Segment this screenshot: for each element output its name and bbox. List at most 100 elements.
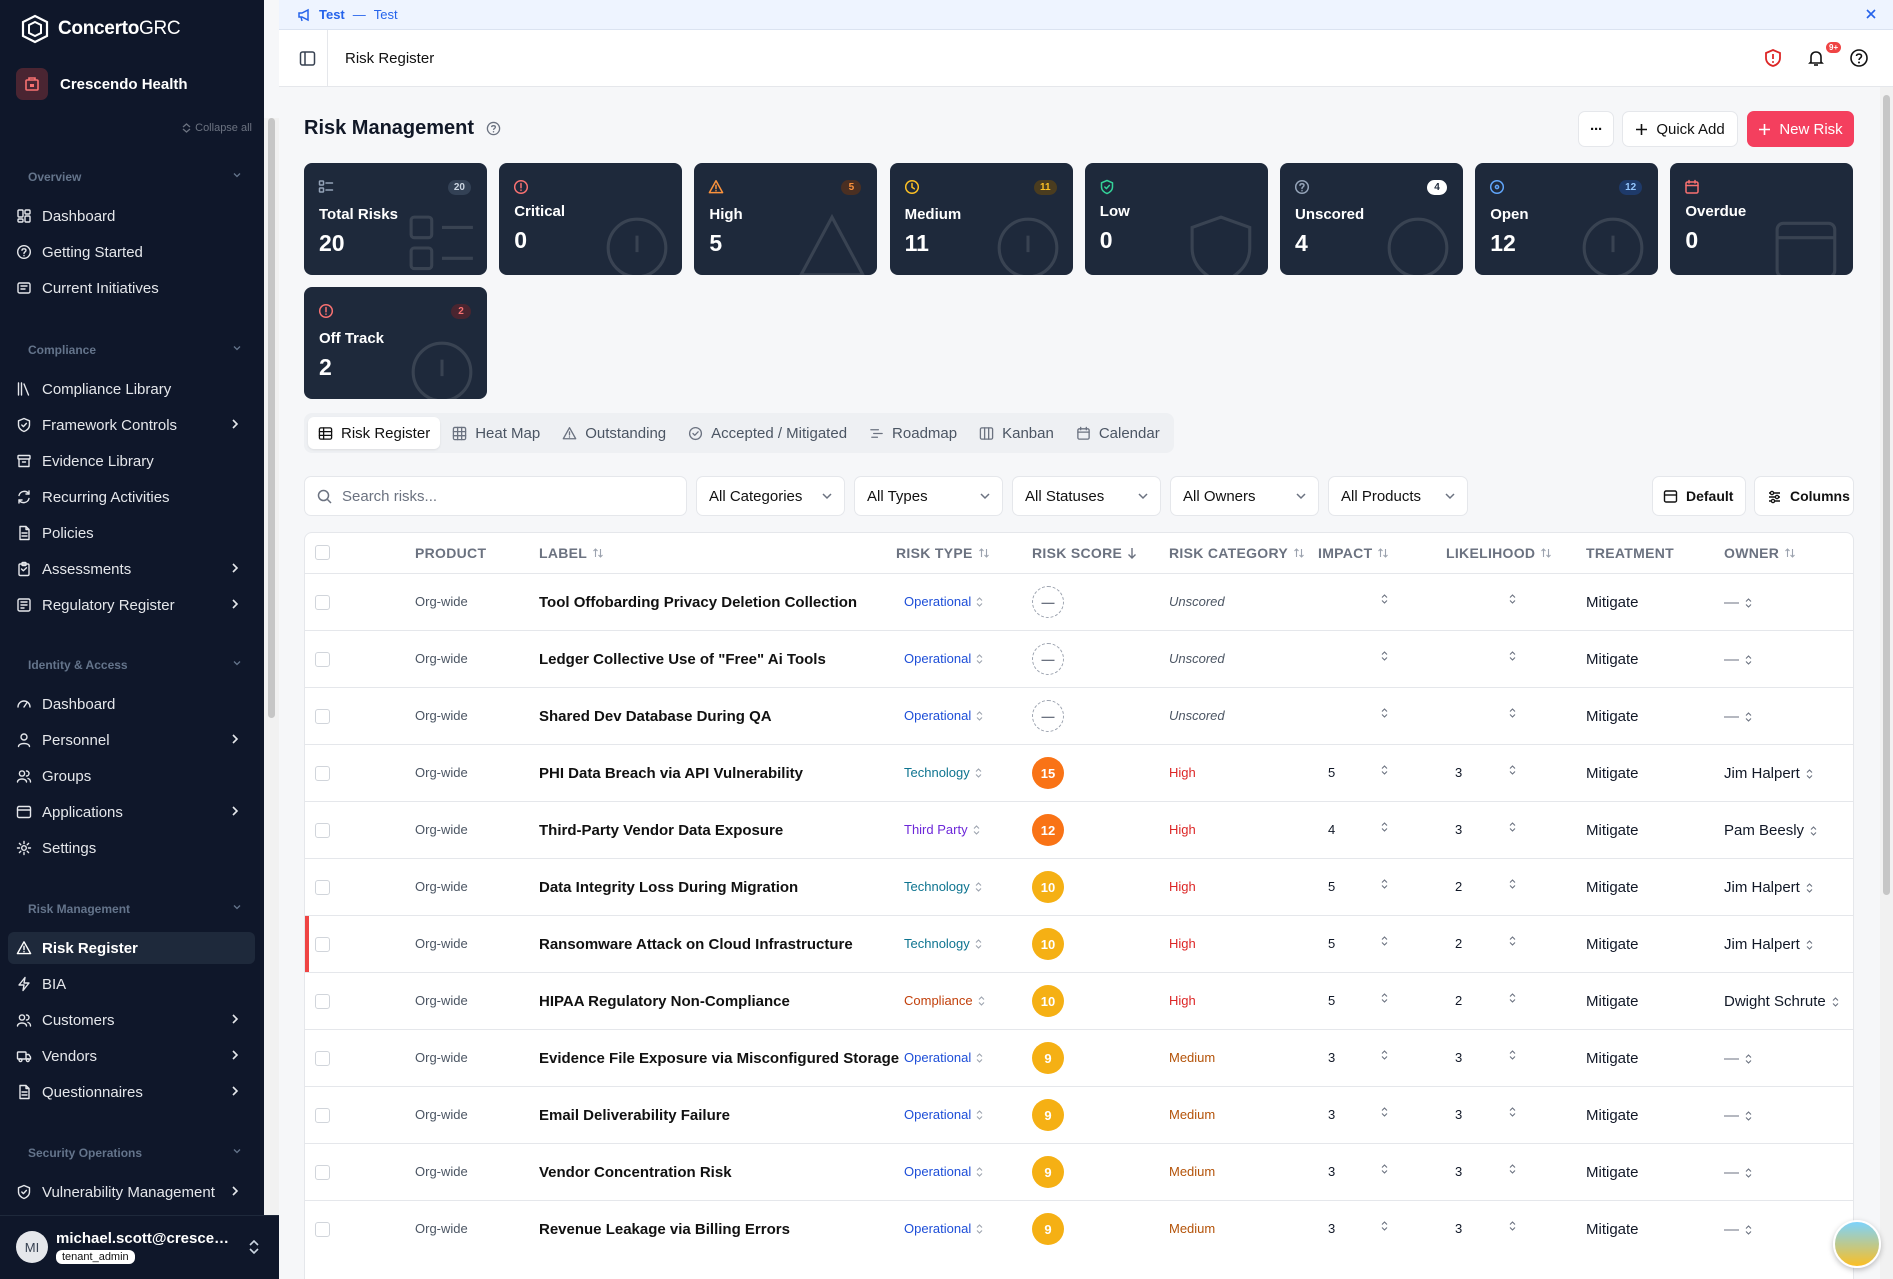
table-row[interactable]: Org-wide Tool Offobarding Privacy Deletio… (305, 573, 1853, 630)
impact-select[interactable] (1381, 651, 1388, 661)
risk-type-select[interactable]: Technology (904, 879, 982, 894)
sidebar-scroll-thumb[interactable] (268, 118, 275, 718)
org-switcher[interactable]: Crescendo Health (16, 68, 188, 100)
risk-type-select[interactable]: Operational (904, 1164, 983, 1179)
summary-card-overdue[interactable]: Overdue 0 (1670, 163, 1854, 275)
category-filter[interactable]: All Categories (696, 476, 845, 516)
new-risk-button[interactable]: New Risk (1747, 111, 1854, 147)
sidebar-item-settings[interactable]: Settings (8, 832, 255, 864)
impact-select[interactable] (1381, 708, 1388, 718)
row-checkbox[interactable] (315, 880, 330, 895)
summary-card-medium[interactable]: 11 Medium 11 (889, 163, 1073, 275)
sidebar-item-regulatory-register[interactable]: Regulatory Register (8, 589, 255, 621)
summary-card-total-risks[interactable]: 20 Total Risks 20 (304, 163, 487, 275)
summary-card-off-track[interactable]: 2 Off Track 2 (304, 287, 487, 399)
owner-select[interactable]: Dwight Schrute (1724, 993, 1839, 1010)
impact-select[interactable] (1381, 1221, 1388, 1231)
owner-select[interactable]: — (1724, 651, 1752, 668)
row-checkbox[interactable] (315, 1222, 330, 1237)
security-shield-icon[interactable] (1763, 48, 1783, 68)
risk-type-select[interactable]: Technology (904, 765, 982, 780)
risk-label[interactable]: PHI Data Breach via API Vulnerability (539, 765, 803, 782)
sidebar-item-assessments[interactable]: Assessments (8, 553, 255, 585)
close-icon[interactable] (1865, 8, 1877, 20)
risk-label[interactable]: Data Integrity Loss During Migration (539, 879, 799, 896)
quick-add-button[interactable]: Quick Add (1622, 111, 1738, 147)
tab-accepted-mitigated[interactable]: Accepted / Mitigated (678, 417, 857, 449)
column-header-risk-type[interactable]: RISK TYPE (896, 545, 990, 561)
tab-calendar[interactable]: Calendar (1066, 417, 1170, 449)
sidebar-item-recurring-activities[interactable]: Recurring Activities (8, 481, 255, 513)
column-header-risk-score[interactable]: RISK SCORE (1032, 545, 1137, 561)
likelihood-select[interactable] (1509, 1221, 1516, 1231)
table-row[interactable]: Org-wide Evidence File Exposure via Misco… (305, 1029, 1853, 1086)
summary-card-critical[interactable]: Critical 0 (499, 163, 683, 275)
assistant-launcher-button[interactable] (1833, 1220, 1881, 1268)
risk-type-select[interactable]: Operational (904, 1107, 983, 1122)
likelihood-select[interactable] (1509, 708, 1516, 718)
sidebar-section-0[interactable]: Overview (28, 170, 242, 184)
sidebar-item-vendors[interactable]: Vendors (8, 1040, 255, 1072)
type-filter[interactable]: All Types (854, 476, 1003, 516)
impact-select[interactable] (1381, 594, 1388, 604)
sidebar-item-personnel[interactable]: Personnel (8, 724, 255, 756)
risk-label[interactable]: Vendor Concentration Risk (539, 1164, 732, 1181)
risk-label[interactable]: Revenue Leakage via Billing Errors (539, 1221, 790, 1238)
sidebar-section-4[interactable]: Security Operations (28, 1146, 242, 1160)
table-row[interactable]: Org-wide Shared Dev Database During QA Ope… (305, 687, 1853, 744)
sidebar-item-getting-started[interactable]: Getting Started (8, 236, 255, 268)
select-all-checkbox[interactable] (315, 545, 330, 560)
likelihood-select[interactable] (1509, 651, 1516, 661)
user-menu[interactable]: MI michael.scott@crescend... tenant_admi… (0, 1215, 279, 1279)
info-help-icon[interactable] (486, 121, 501, 136)
risk-type-select[interactable]: Third Party (904, 822, 980, 837)
table-row[interactable]: Org-wide Revenue Leakage via Billing Erro… (305, 1200, 1853, 1257)
impact-select[interactable] (1381, 1107, 1388, 1117)
sidebar-item-evidence-library[interactable]: Evidence Library (8, 445, 255, 477)
row-checkbox[interactable] (315, 994, 330, 1009)
row-checkbox[interactable] (315, 766, 330, 781)
sidebar-toggle-icon[interactable] (299, 50, 316, 67)
risk-label[interactable]: Third-Party Vendor Data Exposure (539, 822, 784, 839)
risk-type-select[interactable]: Compliance (904, 993, 985, 1008)
tab-risk-register[interactable]: Risk Register (308, 417, 441, 449)
impact-select[interactable] (1381, 765, 1388, 775)
sidebar-item-compliance-library[interactable]: Compliance Library (8, 373, 255, 405)
sidebar-item-bia[interactable]: BIA (8, 968, 255, 1000)
table-row[interactable]: Org-wide Vendor Concentration Risk Operati… (305, 1143, 1853, 1200)
likelihood-select[interactable] (1509, 1107, 1516, 1117)
owner-select[interactable]: — (1724, 1221, 1752, 1238)
row-checkbox[interactable] (315, 1108, 330, 1123)
table-row[interactable]: Org-wide Email Deliverability Failure Oper… (305, 1086, 1853, 1143)
sidebar-item-policies[interactable]: Policies (8, 517, 255, 549)
risk-type-select[interactable]: Operational (904, 651, 983, 666)
owner-select[interactable]: Jim Halpert (1724, 936, 1813, 953)
owner-select[interactable]: — (1724, 1164, 1752, 1181)
likelihood-select[interactable] (1509, 765, 1516, 775)
risk-label[interactable]: Evidence File Exposure via Misconfigured… (539, 1050, 900, 1067)
summary-card-high[interactable]: 5 High 5 (694, 163, 878, 275)
sidebar-item-current-initiatives[interactable]: Current Initiatives (8, 272, 255, 304)
likelihood-select[interactable] (1509, 879, 1516, 889)
row-checkbox[interactable] (315, 595, 330, 610)
row-checkbox[interactable] (315, 823, 330, 838)
table-row[interactable]: Org-wide Data Integrity Loss During Migra… (305, 858, 1853, 915)
tab-heat-map[interactable]: Heat Map (442, 417, 550, 449)
summary-card-open[interactable]: 12 Open 12 (1475, 163, 1659, 275)
likelihood-select[interactable] (1509, 993, 1516, 1003)
likelihood-select[interactable] (1509, 594, 1516, 604)
column-header-likelihood[interactable]: LIKELIHOOD (1446, 545, 1552, 561)
sidebar-item-questionnaires[interactable]: Questionnaires (8, 1076, 255, 1108)
sidebar-item-risk-register[interactable]: Risk Register (8, 932, 255, 964)
help-icon[interactable] (1849, 48, 1869, 68)
sidebar-item-dashboard[interactable]: Dashboard (8, 200, 255, 232)
sidebar-item-dashboard[interactable]: Dashboard (8, 688, 255, 720)
owner-select[interactable]: Pam Beesly (1724, 822, 1817, 839)
owner-select[interactable]: — (1724, 594, 1752, 611)
owner-select[interactable]: Jim Halpert (1724, 879, 1813, 896)
risk-label[interactable]: Ransomware Attack on Cloud Infrastructur… (539, 936, 853, 953)
sidebar-section-1[interactable]: Compliance (28, 343, 242, 357)
table-row[interactable]: Org-wide Ransomware Attack on Cloud Infra… (305, 915, 1853, 973)
row-checkbox[interactable] (315, 937, 330, 952)
more-options-button[interactable]: ··· (1578, 111, 1614, 147)
